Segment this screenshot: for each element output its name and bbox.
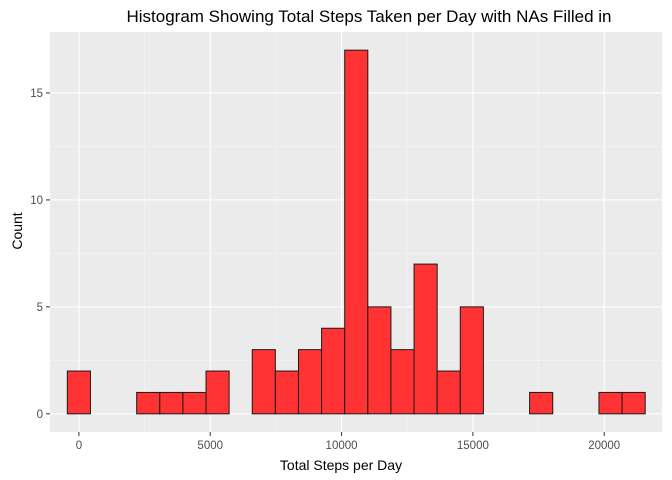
y-tick-label: 0 — [37, 409, 43, 421]
histogram-bar-24 — [621, 391, 646, 415]
histogram-bar-9 — [274, 370, 299, 415]
x-tick-label: 15000 — [457, 440, 489, 452]
y-tick-label: 10 — [30, 195, 43, 207]
x-axis-title: Total Steps per Day — [280, 457, 402, 473]
x-axis: 0 5000 10000 15000 20000 — [76, 432, 620, 452]
histogram-bar-23 — [598, 391, 623, 415]
histogram-bar-20 — [529, 391, 554, 415]
histogram-bar-11 — [321, 327, 346, 415]
histogram-bar-14 — [390, 349, 415, 415]
histogram-bars — [66, 49, 646, 415]
histogram-bar-10 — [297, 349, 323, 415]
histogram-bar-13 — [367, 306, 392, 415]
histogram-bar-12 — [344, 49, 369, 415]
histogram-bar-0 — [66, 370, 91, 415]
histogram-bar-16 — [436, 370, 461, 415]
y-tick-label: 5 — [37, 302, 43, 314]
histogram-bar-5 — [182, 391, 207, 415]
y-axis: 0 5 10 15 — [30, 88, 50, 421]
histogram-bar-4 — [159, 391, 184, 415]
x-tick-label: 5000 — [197, 440, 223, 452]
y-axis-title: Count — [9, 212, 25, 249]
x-tick-label: 20000 — [588, 440, 620, 452]
histogram-bar-8 — [251, 349, 276, 415]
histogram-bar-17 — [459, 306, 484, 415]
y-tick-label: 15 — [30, 88, 43, 100]
x-tick-label: 10000 — [326, 440, 358, 452]
x-tick-label: 0 — [76, 440, 82, 452]
chart-title: Histogram Showing Total Steps Taken per … — [126, 7, 611, 26]
histogram-bar-3 — [136, 391, 161, 415]
histogram-bar-6 — [205, 370, 230, 415]
histogram-bar-15 — [413, 263, 438, 415]
